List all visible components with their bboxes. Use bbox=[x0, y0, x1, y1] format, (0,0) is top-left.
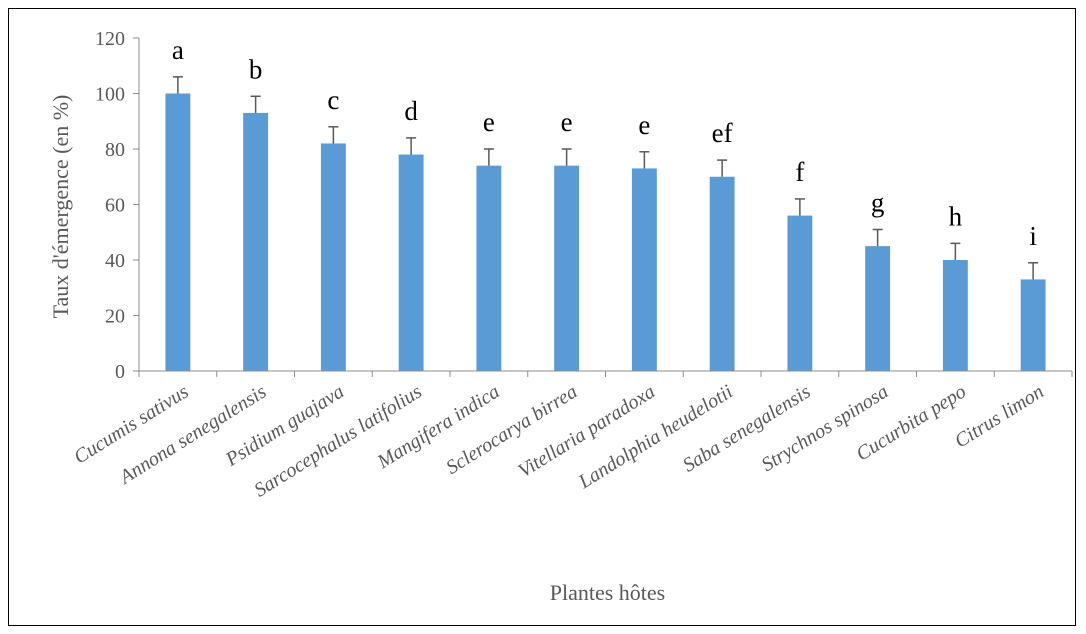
bar bbox=[632, 168, 657, 371]
significance-label: h bbox=[949, 201, 963, 231]
significance-label: g bbox=[871, 187, 885, 217]
bar bbox=[165, 94, 190, 372]
bar bbox=[321, 143, 346, 371]
bar bbox=[554, 166, 579, 371]
y-tick-label: 0 bbox=[115, 361, 125, 383]
y-tick-label: 20 bbox=[105, 306, 125, 328]
x-category-label: Annona senegalensis bbox=[114, 380, 270, 489]
bar bbox=[476, 166, 501, 371]
y-axis-title: Taux d'émergence (en %) bbox=[48, 95, 73, 319]
significance-label: b bbox=[249, 54, 263, 84]
x-category-label: Sclerocarya birrea bbox=[442, 381, 581, 479]
y-tick-label: 120 bbox=[95, 28, 125, 50]
significance-label: f bbox=[795, 157, 804, 187]
y-axis: 0 20 40 60 80 100 120 bbox=[95, 28, 139, 383]
significance-label: ef bbox=[712, 118, 733, 148]
bar bbox=[865, 246, 890, 371]
bar bbox=[1021, 279, 1046, 371]
significance-label: e bbox=[483, 107, 495, 137]
significance-label: d bbox=[404, 96, 418, 126]
bar bbox=[943, 260, 968, 371]
x-axis-title: Plantes hôtes bbox=[550, 580, 666, 605]
significance-label: e bbox=[638, 110, 650, 140]
bar bbox=[399, 155, 424, 371]
significance-label: c bbox=[327, 85, 339, 115]
y-tick-label: 100 bbox=[95, 84, 125, 106]
x-category-label: Citrus limon bbox=[951, 381, 1048, 453]
significance-label: a bbox=[172, 35, 184, 65]
bars: a b c d e e e ef f g h i bbox=[165, 35, 1045, 371]
bar bbox=[787, 216, 812, 371]
y-tick-label: 40 bbox=[105, 250, 125, 272]
x-category-label: Strychnos spinosa bbox=[758, 381, 893, 476]
y-tick-label: 60 bbox=[105, 195, 125, 217]
significance-label: e bbox=[561, 107, 573, 137]
y-tick-label: 80 bbox=[105, 139, 125, 161]
bar bbox=[243, 113, 268, 371]
x-category-label: Saba senegalensis bbox=[679, 380, 815, 476]
significance-label: i bbox=[1029, 221, 1037, 251]
bar bbox=[710, 177, 735, 371]
